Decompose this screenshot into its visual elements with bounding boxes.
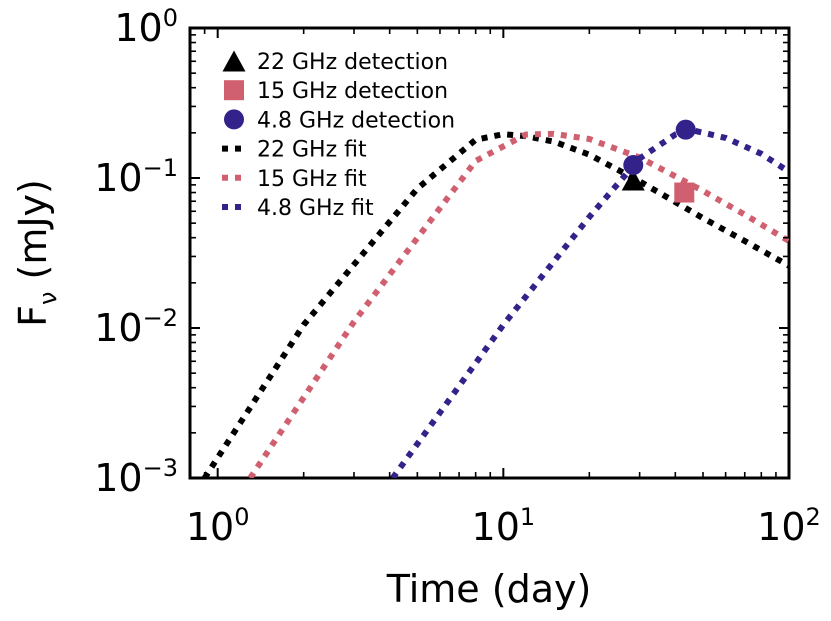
legend-item-15-ghz-fit: 15 GHz fit — [222, 167, 367, 192]
y-axis-label-sub: ν — [34, 292, 62, 305]
legend-label-15-ghz-fit: 15 GHz fit — [257, 167, 367, 192]
legend-label-15-ghz-detection: 15 GHz detection — [257, 79, 448, 104]
y-axis-label-space — [11, 280, 55, 292]
legend-item-22-ghz-fit: 22 GHz fit — [222, 138, 367, 163]
y-axis-label-main: F — [11, 305, 55, 327]
legend-label-4-8-ghz-detection: 4.8 GHz detection — [257, 108, 455, 133]
legend-label-22-ghz-fit: 22 GHz fit — [257, 138, 367, 163]
legend-item-4-8-ghz-detection: 4.8 GHz detection — [224, 108, 455, 133]
legend-marker-22-ghz-detection — [222, 50, 246, 72]
legend: 22 GHz detection 15 GHz detection 4.8 GHz … — [222, 50, 455, 221]
x-tick-label-100: 102 — [757, 503, 821, 549]
y-tick-label-0-1-exponent: −1 — [143, 154, 178, 182]
tick-layer — [190, 27, 790, 479]
x-tick-label-1: 100 — [186, 503, 250, 549]
y-axis-label: Fν (mJy) — [11, 179, 62, 327]
marker-22-ghz-detection-1 — [621, 169, 645, 191]
series-22-ghz-fit — [202, 131, 789, 478]
series-layer — [202, 126, 789, 478]
marker-15-ghz-detection-2 — [674, 182, 695, 203]
x-tick-label-10: 101 — [472, 503, 536, 549]
legend-item-22-ghz-detection: 22 GHz detection — [222, 50, 448, 75]
marker-layer — [621, 119, 696, 203]
y-tick-label-1-base: 10 — [114, 6, 162, 50]
legend-marker-15-ghz-detection — [224, 80, 244, 101]
legend-item-15-ghz-detection: 15 GHz detection — [224, 79, 448, 104]
legend-item-4-8-ghz-fit: 4.8 GHz fit — [222, 196, 374, 221]
x-tick-label-100-exponent: 2 — [806, 503, 821, 531]
y-tick-label-0-001: 10−3 — [94, 454, 178, 500]
series-15-ghz-fit — [247, 130, 789, 478]
y-tick-label-1: 100 — [114, 4, 178, 50]
y-tick-label-0-001-base: 10 — [94, 456, 142, 500]
y-tick-label-0-001-exponent: −3 — [143, 454, 178, 482]
legend-label-22-ghz-detection: 22 GHz detection — [257, 50, 448, 75]
x-tick-label-1-exponent: 0 — [234, 503, 249, 531]
x-tick-label-10-base: 10 — [472, 505, 520, 549]
legend-marker-4-8-ghz-detection — [224, 109, 244, 130]
y-tick-label-0-01-exponent: −2 — [143, 304, 178, 332]
y-axis-label-unit: (mJy) — [11, 179, 55, 279]
y-tick-label-1-exponent: 0 — [163, 4, 178, 32]
x-axis-label: Time (day) — [386, 567, 592, 611]
x-tick-label-10-exponent: 1 — [520, 503, 535, 531]
marker-4-8-ghz-detection-4 — [675, 119, 696, 140]
x-tick-label-1-base: 10 — [186, 505, 234, 549]
legend-label-4-8-ghz-fit: 4.8 GHz fit — [257, 196, 374, 221]
y-tick-label-0-1: 10−1 — [94, 154, 178, 200]
y-tick-label-0-01: 10−2 — [94, 304, 178, 350]
series-4-8-ghz-fit — [390, 126, 789, 478]
marker-4-8-ghz-detection-3 — [623, 155, 644, 176]
y-tick-label-0-01-base: 10 — [94, 306, 142, 350]
y-tick-label-0-1-base: 10 — [94, 156, 142, 200]
x-tick-label-100-base: 10 — [757, 505, 805, 549]
